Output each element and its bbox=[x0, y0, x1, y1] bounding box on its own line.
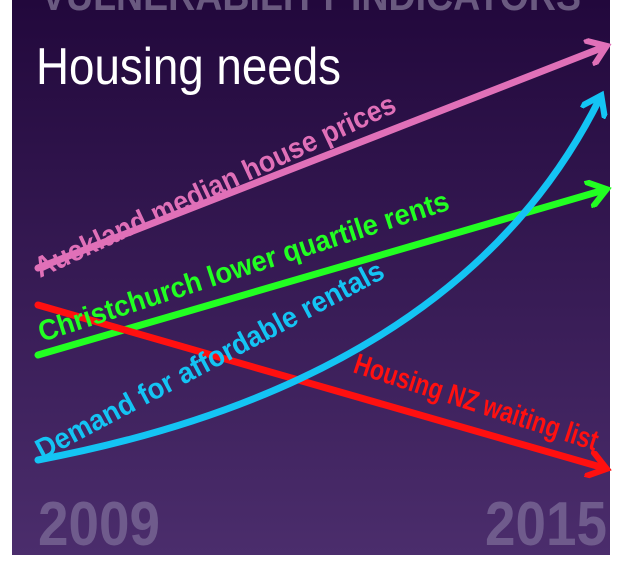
header-text: VULNERABILITY INDICATORS bbox=[41, 0, 581, 19]
arrow-waiting-list bbox=[34, 301, 604, 468]
end-year: 2015 bbox=[485, 490, 607, 559]
arrow-christchurch bbox=[34, 190, 604, 359]
start-year: 2009 bbox=[38, 490, 160, 559]
title: Housing needs bbox=[36, 38, 341, 96]
arrow-demand bbox=[34, 98, 600, 464]
arrow-auckland bbox=[34, 47, 604, 272]
